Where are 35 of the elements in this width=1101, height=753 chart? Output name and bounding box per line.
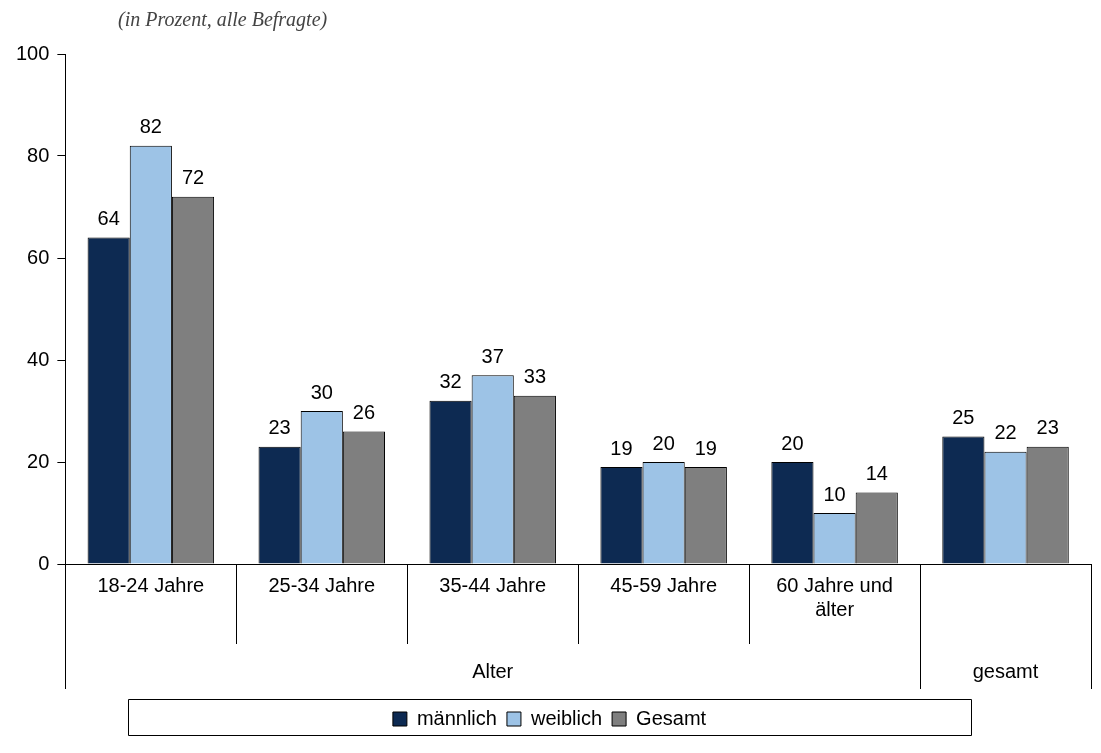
text: Alter — [472, 659, 514, 682]
chart-subtitle: (in Prozent, alle Befragte) — [117, 8, 329, 33]
y-tick-label: 40 — [27, 347, 50, 370]
data-label: 26 — [352, 400, 376, 423]
x-tick-label: 35-44 Jahre — [439, 573, 547, 596]
y-tick-label: 0 — [38, 551, 50, 574]
legend-label: männlich — [416, 706, 497, 729]
data-label: 82 — [139, 115, 162, 138]
y-tick-label: 20 — [27, 449, 50, 472]
data-label: 14 — [865, 462, 888, 485]
data-label: 30 — [310, 380, 333, 403]
x-tick-label: 18-24 Jahre — [97, 573, 205, 596]
data-label: 72 — [181, 166, 205, 189]
data-label: 64 — [97, 207, 120, 230]
data-label: 23 — [268, 416, 291, 439]
x-tick-label: 60 Jahre und älter — [776, 573, 893, 620]
data-label: 25 — [952, 406, 975, 429]
legend-label: weiblich — [529, 706, 603, 729]
data-label: 20 — [652, 431, 675, 454]
data-label: 19 — [694, 436, 717, 459]
y-tick-label: 80 — [27, 143, 50, 166]
data-label: 37 — [481, 344, 504, 367]
y-tick-label: 100 — [15, 41, 50, 64]
text: gesamt — [972, 659, 1039, 682]
data-label: 32 — [439, 370, 462, 393]
legend-label: Gesamt — [636, 706, 707, 729]
y-tick-label: 60 — [27, 245, 50, 268]
data-label: 22 — [994, 421, 1017, 444]
data-label: 19 — [610, 436, 633, 459]
data-label: 10 — [823, 482, 846, 505]
data-label: 33 — [523, 365, 547, 388]
x-tick-label: 25-34 Jahre — [268, 573, 376, 596]
data-label: 20 — [781, 431, 804, 454]
x-tick-label: 45-59 Jahre — [610, 573, 718, 596]
data-label: 23 — [1036, 416, 1059, 439]
